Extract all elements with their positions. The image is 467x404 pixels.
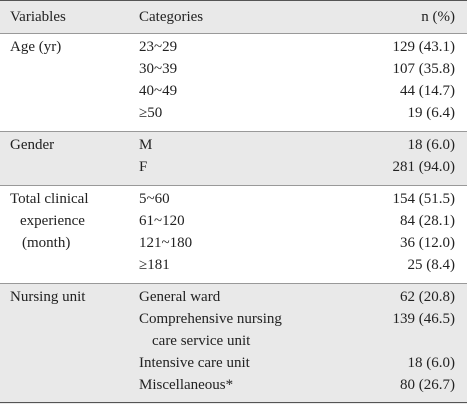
- category-cell: ≥50: [139, 105, 163, 121]
- category-cell: M: [139, 137, 153, 153]
- count-cell: 62 (20.8): [400, 289, 455, 305]
- category-cell: F: [139, 159, 148, 175]
- category-cell: Intensive care unit: [139, 355, 250, 371]
- count-cell: 84 (28.1): [400, 213, 455, 229]
- category-cell: Comprehensive nursing: [139, 311, 282, 327]
- count-cell: 139 (46.5): [392, 311, 456, 327]
- category-cell: 23~29: [139, 39, 178, 55]
- count-cell: 80 (26.7): [400, 377, 455, 393]
- count-cell: 129 (43.1): [392, 39, 456, 55]
- count-cell: 18 (6.0): [407, 355, 456, 371]
- variable-cell: Total clinical: [10, 191, 89, 207]
- category-cell: 121~180: [139, 235, 193, 251]
- category-cell: ≥181: [139, 257, 170, 273]
- header-row: [0, 0, 467, 34]
- header-cell: Categories: [139, 9, 204, 25]
- category-cell: Miscellaneous*: [139, 377, 234, 393]
- category-cell: General ward: [139, 289, 221, 305]
- group-band: [0, 131, 467, 186]
- category-cell: 61~120: [139, 213, 185, 229]
- count-cell: 154 (51.5): [392, 191, 456, 207]
- group-band: [0, 33, 467, 132]
- variable-cell: Gender: [10, 137, 55, 153]
- count-cell: 107 (35.8): [392, 61, 456, 77]
- variable-cell: Nursing unit: [10, 289, 86, 305]
- group-band: [0, 283, 467, 404]
- category-cell: 5~60: [139, 191, 170, 207]
- variable-cell: experience: [20, 213, 85, 229]
- count-cell: 18 (6.0): [407, 137, 456, 153]
- count-cell: 44 (14.7): [400, 83, 455, 99]
- category-cell: 30~39: [139, 61, 178, 77]
- category-cell: 40~49: [139, 83, 178, 99]
- count-cell: 36 (12.0): [400, 235, 455, 251]
- category-cell: care service unit: [152, 333, 251, 349]
- count-cell: 281 (94.0): [392, 159, 456, 175]
- count-cell: 19 (6.4): [407, 105, 456, 121]
- header-cell: Variables: [10, 9, 66, 25]
- header-cell: n (%): [421, 9, 455, 25]
- variable-cell: (month): [22, 235, 71, 251]
- group-band: [0, 185, 467, 284]
- count-cell: 25 (8.4): [407, 257, 456, 273]
- variable-cell: Age (yr): [10, 39, 62, 55]
